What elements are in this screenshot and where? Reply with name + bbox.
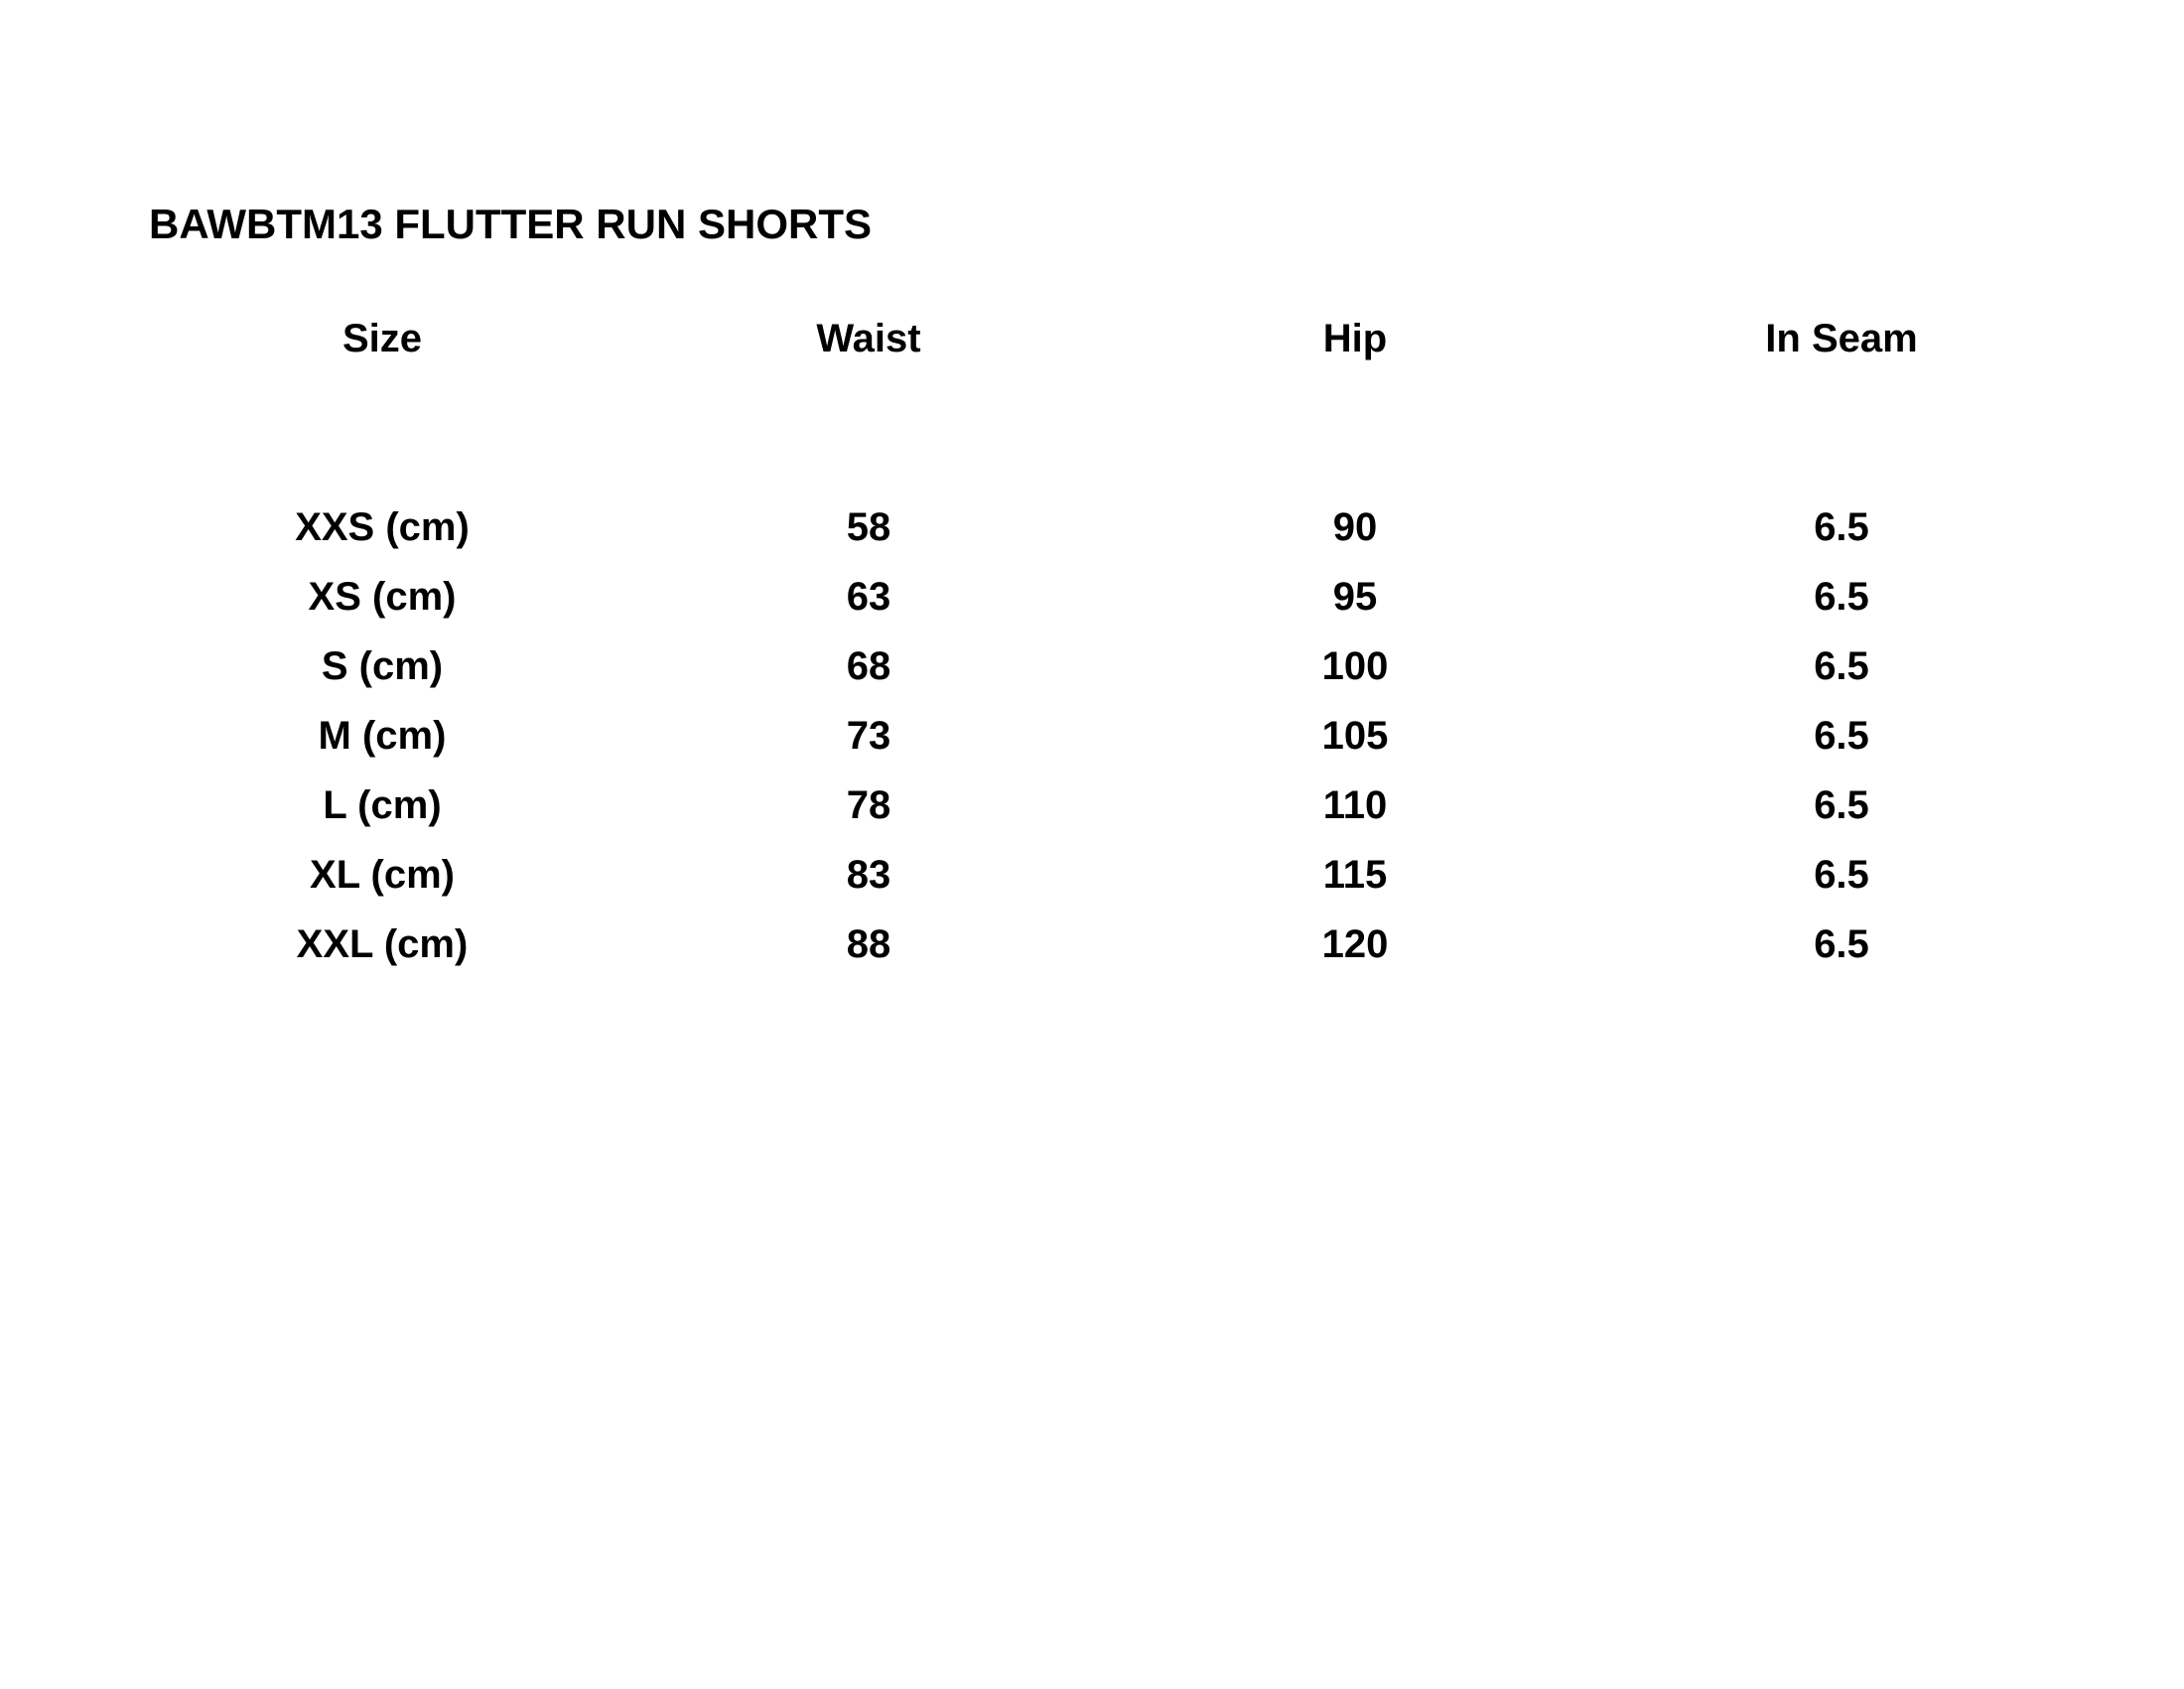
cell-size-label: XL (cm) bbox=[310, 853, 455, 897]
cell-size-label: M (cm) bbox=[318, 714, 447, 758]
cell-waist-value: 68 bbox=[846, 644, 891, 688]
cell-waist-value: 83 bbox=[846, 853, 891, 897]
size-chart-table: Size Waist Hip In Seam XXS (cm) 58 90 6.… bbox=[139, 304, 2085, 979]
cell-waist-value: 73 bbox=[846, 714, 891, 758]
cell-hip-value: 105 bbox=[1321, 714, 1389, 758]
page-title: BAWBTM13 FLUTTER RUN SHORTS bbox=[149, 201, 872, 247]
column-header-size: Size bbox=[341, 317, 423, 360]
cell-inseam-value: 6.5 bbox=[1814, 714, 1869, 758]
column-header-waist: Waist bbox=[816, 317, 921, 360]
cell-inseam-value: 6.5 bbox=[1814, 644, 1869, 688]
cell-waist-value: 63 bbox=[846, 575, 891, 619]
cell-hip-value: 95 bbox=[1332, 575, 1378, 619]
cell-size-label: XXS (cm) bbox=[295, 505, 470, 549]
cell-inseam-value: 6.5 bbox=[1814, 853, 1869, 897]
cell-size-label: L (cm) bbox=[323, 783, 442, 827]
cell-size-label: XS (cm) bbox=[308, 575, 457, 619]
cell-inseam-value: 6.5 bbox=[1814, 575, 1869, 619]
cell-size-label: XXL (cm) bbox=[296, 922, 469, 966]
column-header-inseam: In Seam bbox=[1765, 317, 1918, 360]
cell-hip-value: 110 bbox=[1322, 783, 1388, 827]
cell-waist-value: 78 bbox=[846, 783, 891, 827]
cell-hip-value: 100 bbox=[1321, 644, 1389, 688]
cell-inseam-value: 6.5 bbox=[1814, 922, 1869, 966]
cell-inseam-value: 6.5 bbox=[1814, 505, 1869, 549]
header-spacer bbox=[139, 373, 2085, 493]
cell-hip-value: 120 bbox=[1321, 922, 1389, 966]
cell-hip-value: 115 bbox=[1322, 853, 1388, 897]
cell-size-label: S (cm) bbox=[321, 644, 444, 688]
cell-hip-value: 90 bbox=[1332, 505, 1378, 549]
cell-waist-value: 58 bbox=[846, 505, 891, 549]
cell-waist-value: 88 bbox=[846, 922, 891, 966]
column-header-hip: Hip bbox=[1322, 317, 1388, 360]
cell-inseam-value: 6.5 bbox=[1814, 783, 1869, 827]
